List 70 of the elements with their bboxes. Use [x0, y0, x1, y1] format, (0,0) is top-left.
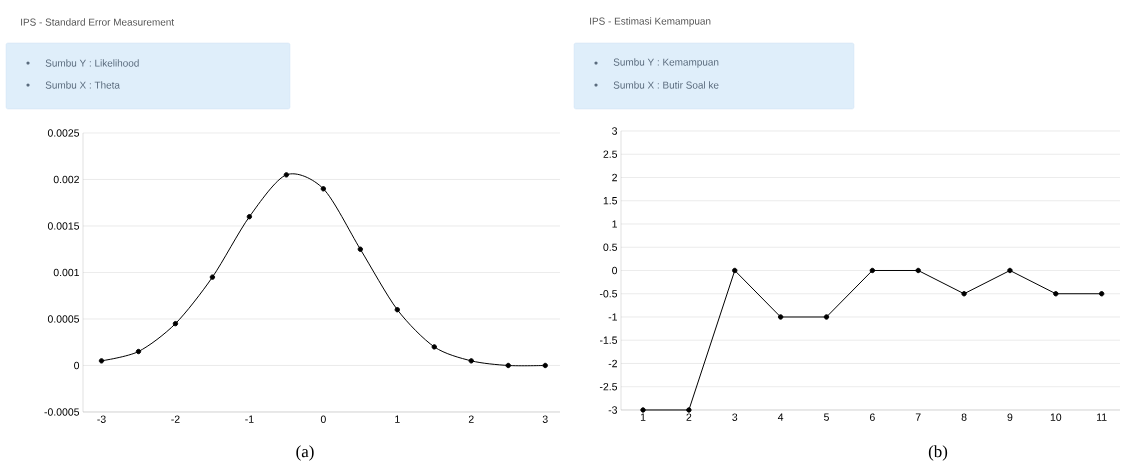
y-tick-label: 0.0015	[47, 222, 80, 230]
x-tick-label: 4	[777, 413, 784, 421]
point	[172, 320, 179, 327]
text: Sumbu X : Theta	[45, 81, 120, 89]
point	[823, 314, 830, 320]
x-tick-label: 3	[542, 415, 548, 423]
x-tick-label: 8	[961, 413, 967, 421]
y-tick-label: 0.5	[603, 243, 618, 251]
point	[1098, 291, 1105, 297]
point	[283, 172, 290, 178]
point	[915, 267, 921, 274]
y-tick-label: 3	[612, 127, 618, 135]
x-tick-label: 11	[1097, 413, 1107, 421]
point	[431, 344, 437, 350]
chart-title: IPS - Standard Error Measurement	[21, 18, 175, 26]
x-tick-label: 10	[1050, 413, 1062, 421]
text: (b)	[928, 445, 948, 461]
y-tick-label: 0.0005	[47, 315, 80, 323]
y-tick-label: -3	[608, 406, 618, 414]
y-tick-label: 0.0025	[47, 129, 80, 137]
text: (a)	[296, 445, 314, 461]
x-tick-label: 9	[1007, 413, 1013, 421]
y-tick-label: 2	[612, 173, 617, 182]
text: Sumbu Y : Likelihood	[45, 59, 139, 67]
point	[320, 186, 327, 192]
point	[732, 267, 738, 274]
point	[961, 291, 967, 297]
point	[98, 358, 105, 364]
point	[209, 274, 216, 280]
point	[394, 306, 401, 313]
y-tick-label: 0.002	[53, 175, 79, 184]
point	[505, 362, 511, 369]
point	[468, 358, 474, 364]
x-tick-label: 2	[468, 415, 474, 423]
x-tick-label: 1	[395, 415, 400, 423]
x-tick-label: 3	[732, 413, 738, 421]
point	[1007, 267, 1013, 274]
y-tick-label: -1.5	[599, 336, 618, 344]
y-tick-label: 2.5	[603, 150, 618, 158]
y-tick-label: -0.0005	[44, 408, 80, 416]
x-tick-label: 1	[640, 413, 646, 421]
x-tick-label: -3	[97, 415, 106, 423]
y-tick-label: 0	[74, 361, 80, 370]
point	[542, 362, 548, 369]
text: Sumbu X : Butir Soal ke	[613, 81, 719, 89]
x-tick-label: 2	[686, 413, 692, 421]
y-tick-label: 1.5	[603, 197, 618, 205]
y-tick-label: -2	[608, 359, 617, 368]
point	[686, 407, 692, 413]
point	[869, 267, 876, 274]
y-tick-label: -0.5	[599, 290, 618, 298]
y-tick-label: -1	[608, 313, 617, 321]
point	[357, 246, 364, 252]
y-tick-label: 0	[612, 266, 618, 275]
x-tick-label: 6	[869, 413, 875, 421]
y-tick-label: 0.001	[53, 268, 79, 277]
point	[777, 314, 784, 320]
text: Sumbu Y : Kemampuan	[613, 58, 719, 68]
y-tick-label: -2.5	[599, 383, 618, 391]
point	[246, 213, 253, 220]
x-tick-label: 7	[915, 413, 921, 421]
point	[1053, 291, 1059, 297]
y-tick-label: 1	[612, 220, 617, 228]
x-tick-label: -2	[171, 415, 180, 423]
x-tick-label: 0	[320, 415, 326, 423]
x-tick-label: 5	[824, 413, 829, 421]
point	[640, 407, 646, 413]
point	[135, 348, 142, 355]
chart-title: IPS - Estimasi Kemampuan	[590, 17, 711, 27]
x-tick-label: -1	[245, 415, 254, 423]
